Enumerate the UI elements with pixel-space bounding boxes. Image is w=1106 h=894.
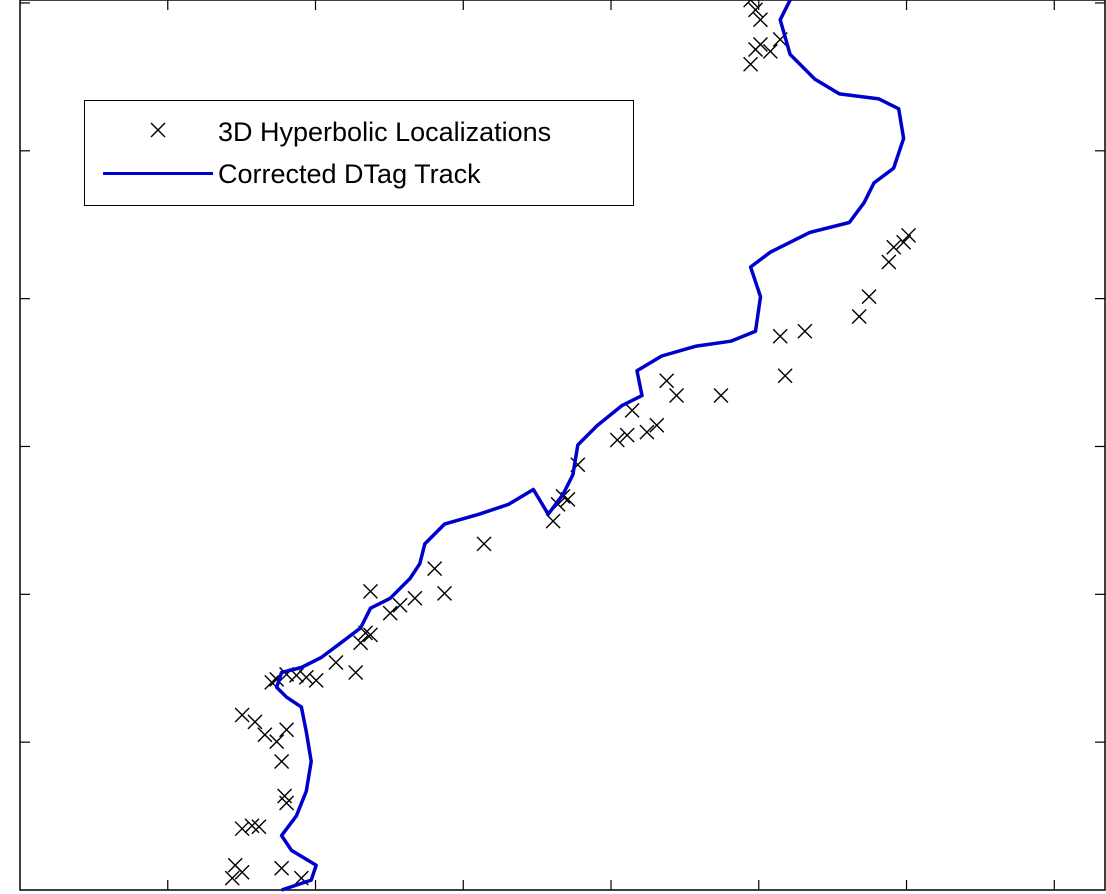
localization-marker [743,56,759,72]
localization-marker [748,2,764,18]
localization-marker [624,402,640,418]
localization-marker [797,323,813,339]
localization-marker [353,635,369,651]
localization-marker [247,714,263,730]
localization-marker [669,388,685,404]
localization-marker [752,12,768,28]
localization-marker [772,328,788,344]
localization-marker [274,860,290,876]
localization-marker [251,819,267,835]
localization-marker [713,388,729,404]
localization-marker [896,234,912,250]
localization-marker [659,373,675,389]
localization-marker [407,590,423,606]
legend-item-localizations: 3D Hyperbolic Localizations [85,111,633,151]
localization-marker [362,627,378,643]
legend-sample-x [103,111,215,151]
localization-marker [308,672,324,688]
localization-marker [224,870,240,886]
localization-marker [752,37,768,52]
localization-marker [777,368,793,384]
blue-line-icon [103,172,213,175]
localization-marker [279,722,295,738]
localization-marker [851,308,867,324]
localization-marker [649,417,665,433]
localization-marker [234,707,250,723]
localization-marker [277,788,293,804]
localization-marker [382,605,398,621]
localization-marker [269,734,285,750]
legend-item-track: Corrected DTag Track [85,153,633,193]
localization-marker [639,424,655,440]
axes-frame [19,0,1106,891]
localization-marker [901,227,917,243]
localization-marker [234,821,250,837]
localization-marker [328,655,344,671]
legend-label: Corrected DTag Track [218,159,481,189]
localization-marker [886,239,902,255]
localization-marker [437,585,453,601]
localization-marker [348,664,364,680]
localization-marker [609,432,625,448]
x-marker-icon [150,122,166,138]
track-line [274,0,906,892]
localization-marker [257,727,273,743]
localization-marker [392,597,408,613]
legend-label: 3D Hyperbolic Localizations [218,117,552,147]
localization-marker [881,254,897,270]
localization-marker [298,669,314,685]
localization-marker [743,0,759,8]
localization-marker [427,561,443,577]
localization-marker [244,818,260,834]
legend: 3D Hyperbolic Localizations Corrected DT… [84,100,634,206]
localization-marker [762,43,778,59]
legend-sample-line [103,153,215,193]
localization-marker [362,583,378,599]
localization-marker [861,289,877,305]
localization-marker [274,753,290,769]
localization-marker [234,864,250,880]
localization-marker [545,513,561,529]
localization-marker [476,536,492,552]
localization-marker [619,427,635,443]
